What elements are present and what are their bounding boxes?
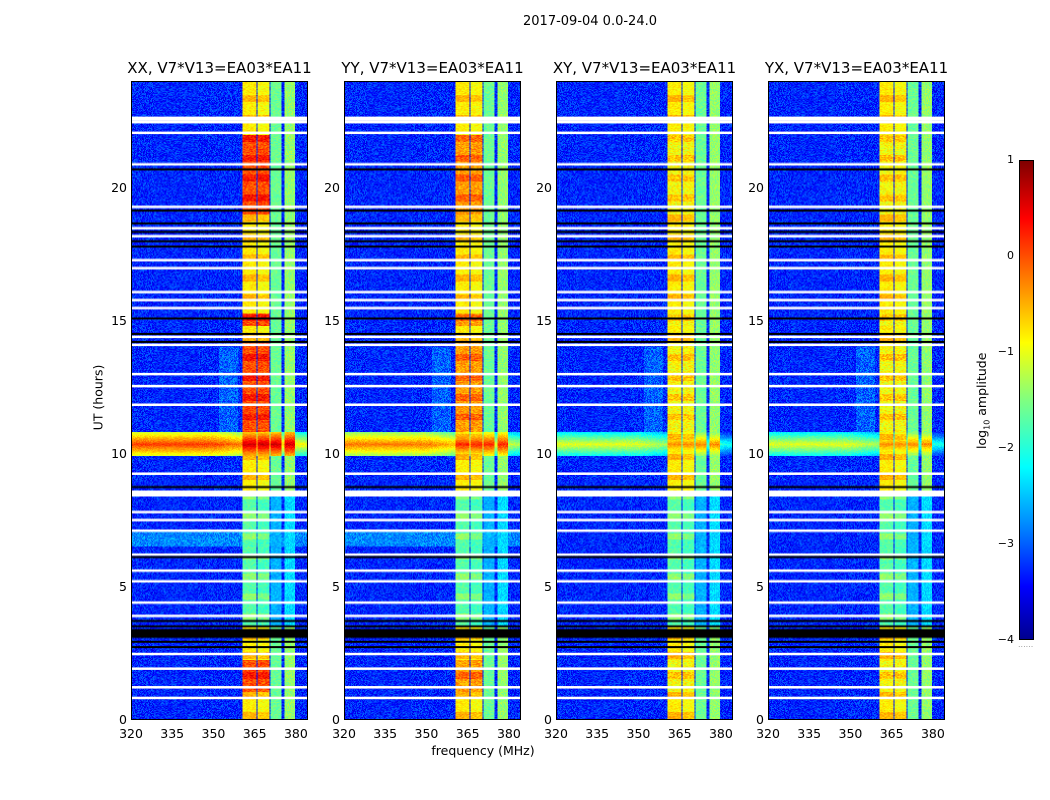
y-tick-label: 5 [756, 578, 764, 594]
heatmap-yy [344, 81, 521, 720]
x-tick-label: 380 [283, 726, 308, 741]
panel-xy: XY, V7*V13=EA03*EA11 320 335 350 365 380 0 5 10… [536, 59, 736, 741]
panel-title: XX, V7*V13=EA03*EA11 [127, 59, 312, 77]
y-tick-label: 10 [111, 445, 127, 461]
x-tick-label: 320 [119, 726, 143, 741]
y-tick-label: 10 [536, 445, 552, 461]
y-tick-label: 0 [544, 712, 552, 727]
x-tick-label: 365 [455, 726, 480, 741]
x-tick-label: 365 [879, 726, 904, 741]
x-tick-label: 335 [797, 726, 822, 741]
y-tick-label: 0 [119, 712, 127, 727]
panel-title: YX, V7*V13=EA03*EA11 [764, 59, 949, 77]
heatmap-yx [768, 81, 945, 720]
heatmap-xy [556, 81, 733, 720]
x-tick-label: 335 [585, 726, 610, 741]
x-tick-label: 320 [544, 726, 568, 741]
x-tick-label: 350 [838, 726, 863, 741]
x-tick-label: 320 [756, 726, 780, 741]
x-tick-label: 380 [920, 726, 945, 741]
y-tick-label: 0 [756, 712, 764, 727]
colorbar-tick-label: −2 [997, 441, 1014, 454]
x-tick-label: 350 [201, 726, 226, 741]
x-tick-label: 320 [332, 726, 356, 741]
panel-yy: YY, V7*V13=EA03*EA11 320 335 350 365 380 0 5 10… [324, 59, 524, 741]
colorbar-tick-label: 0 [1007, 249, 1014, 262]
colorbar-label: log10 amplitude [973, 352, 992, 449]
x-tick-label: 365 [667, 726, 692, 741]
colorbar-tick-label: 1 [1007, 153, 1014, 166]
heatmap-xx [131, 81, 308, 720]
x-axis-label: frequency (MHz) [431, 743, 535, 758]
panel-yx: YX, V7*V13=EA03*EA11 320 335 350 365 380 0 5 10… [748, 59, 948, 741]
x-tick-label: 335 [160, 726, 185, 741]
figure-title: 2017-09-04 0.0-24.0 [523, 14, 657, 29]
y-tick-label: 15 [324, 312, 340, 328]
x-tick-label: 350 [414, 726, 439, 741]
y-axis-label: UT (hours) [90, 364, 106, 431]
x-tick-label: 380 [708, 726, 733, 741]
colorbar-extension-marker: ...... [1018, 640, 1034, 649]
colorbar [1019, 160, 1034, 640]
x-tick-label: 365 [242, 726, 267, 741]
colorbar-tick-label: −4 [997, 633, 1014, 646]
x-tick-label: 380 [496, 726, 521, 741]
y-tick-label: 5 [332, 578, 340, 594]
x-tick-label: 335 [373, 726, 398, 741]
panel-title: YY, V7*V13=EA03*EA11 [341, 59, 524, 77]
y-tick-label: 5 [119, 578, 127, 594]
y-tick-label: 20 [111, 179, 127, 195]
panel-xx: XX, V7*V13=EA03*EA11 320 335 350 365 380 0 5 10… [111, 59, 312, 741]
y-tick-label: 15 [111, 312, 127, 328]
colorbar-tick-label: −3 [997, 537, 1014, 550]
y-tick-label: 10 [748, 445, 764, 461]
y-tick-label: 20 [536, 179, 552, 195]
y-tick-label: 20 [324, 179, 340, 195]
x-tick-label: 350 [626, 726, 651, 741]
colorbar-tick-label: −1 [997, 345, 1014, 358]
y-tick-label: 15 [748, 312, 764, 328]
y-tick-label: 15 [536, 312, 552, 328]
y-tick-label: 10 [324, 445, 340, 461]
y-tick-label: 5 [544, 578, 552, 594]
panel-title: XY, V7*V13=EA03*EA11 [552, 59, 737, 77]
y-tick-label: 0 [332, 712, 340, 727]
y-tick-label: 20 [748, 179, 764, 195]
